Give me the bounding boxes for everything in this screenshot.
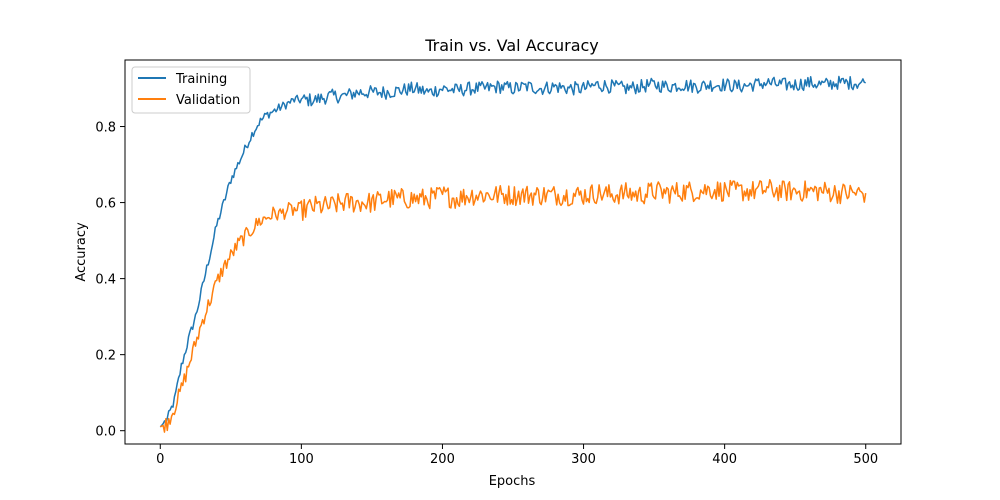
series-line-validation	[159, 179, 867, 433]
y-tick-label: 0.0	[95, 425, 116, 440]
x-tick-label: 100	[289, 452, 314, 467]
chart-title: Train vs. Val Accuracy	[424, 36, 599, 55]
x-tick-label: 0	[156, 452, 164, 467]
x-tick-label: 200	[430, 452, 455, 467]
series-line-training	[159, 75, 866, 428]
y-axis-label: Accuracy	[74, 222, 89, 282]
legend: Training Validation	[131, 66, 251, 114]
x-tick-label: 500	[853, 452, 878, 467]
plot-frame	[124, 59, 902, 445]
y-tick-label: 0.6	[95, 197, 116, 212]
y-tick-label: 0.8	[95, 121, 116, 136]
plot-area	[124, 59, 902, 445]
series-lines	[159, 75, 867, 433]
x-axis: 0 100 200 300 400 500	[156, 444, 878, 467]
y-tick-label: 0.4	[95, 273, 116, 288]
x-axis-label: Epochs	[489, 474, 536, 489]
legend-label-training: Training	[175, 72, 227, 87]
y-tick-label: 0.2	[95, 349, 116, 364]
x-tick-label: 400	[712, 452, 737, 467]
legend-label-validation: Validation	[176, 93, 240, 108]
x-tick-label: 300	[571, 452, 596, 467]
y-axis: 0.0 0.2 0.4 0.6 0.8	[95, 121, 125, 440]
